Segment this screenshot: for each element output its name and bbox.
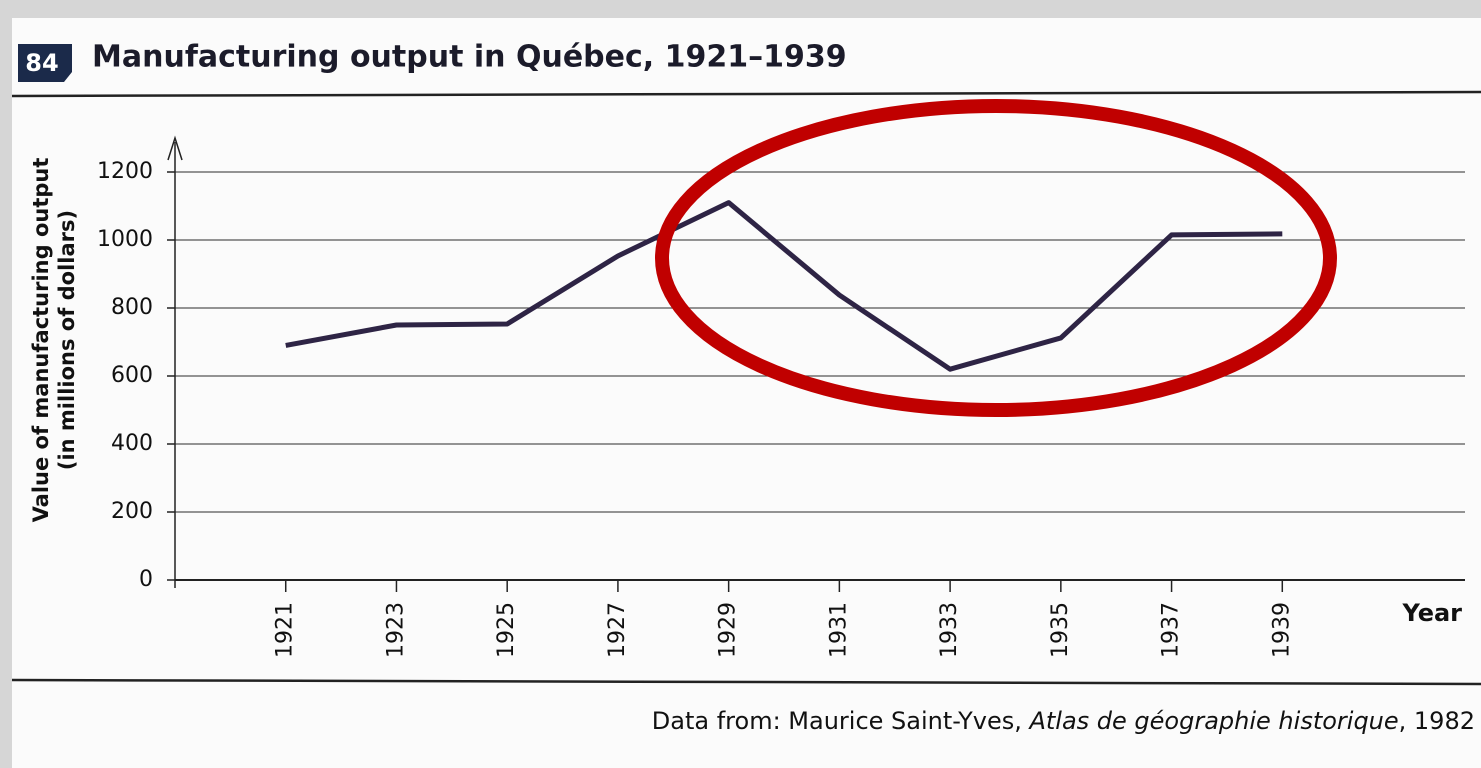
y-tick-label: 400: [111, 431, 153, 456]
source-work: Atlas de géographie historique: [1027, 707, 1398, 735]
badge: 84: [25, 49, 58, 77]
y-tick-label: 800: [111, 295, 153, 320]
x-axis-label: Year: [1402, 599, 1463, 627]
x-tick-label: 1921: [273, 602, 298, 658]
x-tick-label: 1923: [383, 602, 408, 658]
x-tick-label: 1925: [494, 602, 519, 658]
x-tick-label: 1933: [937, 602, 962, 658]
y-tick-label: 200: [111, 499, 153, 524]
highlight-ellipse: [655, 99, 1337, 417]
x-tick-label: 1939: [1269, 602, 1294, 658]
y-tick-label: 1200: [97, 159, 153, 184]
y-tick-label: 0: [139, 567, 153, 592]
source-text: , 1982: [1399, 707, 1475, 735]
y-axis-label: Value of manufacturing output: [29, 158, 53, 523]
y-axis-label: (in millions of dollars): [55, 210, 79, 470]
source: Data from: Maurice Saint-Yves, Atlas de …: [652, 707, 1475, 735]
x-tick-label: 1937: [1159, 602, 1184, 658]
y-tick-label: 1000: [97, 227, 153, 252]
y-tick-label: 600: [111, 363, 153, 388]
badge-box: [18, 44, 72, 82]
x-tick-label: 1935: [1048, 602, 1073, 658]
top-border: [0, 0, 1481, 18]
x-tick-label: 1929: [716, 602, 741, 658]
x-tick-label: 1931: [826, 602, 851, 658]
plot: 0 200 400 600 800 1000 1200 1921 1923 1925 1927 192…: [97, 135, 1465, 658]
data-line: [285, 200, 1283, 372]
x-tick-label: 1927: [605, 602, 630, 658]
y-axis-arrow: [167, 135, 183, 161]
source-text: Data from: Maurice Saint-Yves,: [652, 707, 1030, 735]
chart-title: Manufacturing output in Québec, 1921–193…: [92, 40, 847, 75]
page: [12, 0, 1481, 768]
